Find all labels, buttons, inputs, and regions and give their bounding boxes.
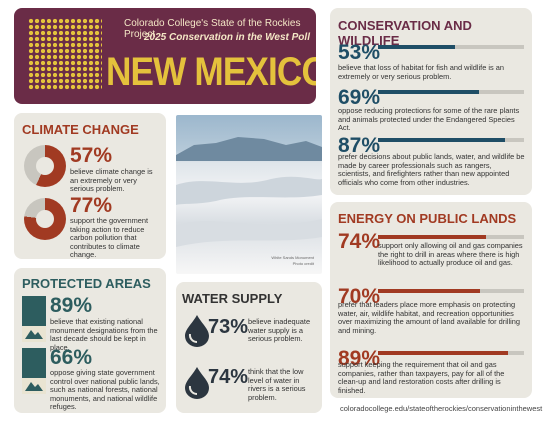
protected-text-1: believe that existing national monument …: [50, 317, 158, 352]
photo-credit-2: Photo credit: [292, 261, 314, 266]
energy-panel: ENERGY ON PUBLIC LANDS 74% support only …: [330, 202, 532, 398]
climate-text-2: support the government taking action to …: [70, 216, 149, 260]
climate-text-1: believe climate change is an extremely o…: [70, 167, 153, 194]
photo-credit-1: White Sands Monument: [271, 255, 314, 260]
conservation-text-3: prefer decisions about public lands, wat…: [338, 152, 525, 187]
conservation-text-2: oppose reducing protections for some of …: [338, 106, 520, 133]
conservation-panel: CONSERVATION AND WILDLIFE 53% believe th…: [330, 8, 532, 195]
energy-pct-2: 70%: [338, 285, 381, 308]
header-banner: Colorado College's State of the Rockies …: [14, 8, 316, 104]
conservation-text-1: believe that loss of habitat for fish an…: [338, 63, 504, 81]
mountain-icon: [22, 348, 46, 394]
climate-donut-1: [24, 145, 66, 187]
water-supply-panel: WATER SUPPLY 73% believe inadequate wate…: [176, 282, 322, 413]
footer-url[interactable]: coloradocollege.edu/stateoftherockies/co…: [340, 404, 543, 413]
protected-areas-panel: PROTECTED AREAS 89% believe that existin…: [14, 268, 166, 413]
conservation-title: CONSERVATION AND WILDLIFE: [338, 18, 472, 48]
water-text-2: think that the low level of water in riv…: [248, 367, 306, 402]
water-pct-2: 74%: [208, 366, 249, 388]
energy-bar-3: [378, 351, 524, 355]
dot-pattern-decoration: [28, 18, 102, 90]
energy-text-2: prefer that leaders place more emphasis …: [338, 300, 520, 335]
energy-title: ENERGY ON PUBLIC LANDS: [338, 211, 517, 226]
water-supply-title: WATER SUPPLY: [182, 291, 283, 306]
header-project-line: Colorado College's State of the Rockies …: [124, 18, 301, 40]
climate-pct-2: 77%: [70, 194, 113, 217]
protected-text-2: oppose giving state government control o…: [50, 368, 160, 412]
mountain-icon: [22, 296, 46, 342]
conservation-pct-1: 53%: [338, 41, 381, 64]
conservation-pct-2: 69%: [338, 86, 381, 109]
water-drop-icon: [185, 367, 209, 399]
conservation-bar-2: [378, 90, 524, 94]
climate-donut-2: [24, 198, 66, 240]
energy-bar-1: [378, 235, 524, 239]
climate-change-title: CLIMATE CHANGE: [22, 122, 139, 137]
water-text-1: believe inadequate water supply is a ser…: [248, 317, 311, 344]
energy-bar-2: [378, 289, 524, 293]
protected-pct-1: 89%: [50, 294, 93, 317]
white-sands-photo: White Sands Monument Photo credit: [176, 115, 322, 274]
energy-pct-1: 74%: [338, 230, 381, 253]
protected-areas-title: PROTECTED AREAS: [22, 276, 151, 291]
energy-pct-3: 89%: [338, 347, 381, 370]
water-drop-icon: [185, 315, 209, 347]
energy-text-1: support only allowing oil and gas compan…: [378, 241, 523, 268]
header-poll-line: 2025 Conservation in the West Poll: [144, 32, 310, 43]
climate-change-panel: CLIMATE CHANGE 57% believe climate chang…: [14, 113, 166, 259]
water-pct-1: 73%: [208, 316, 249, 338]
energy-text-3: support keeping the requirement that oil…: [338, 360, 505, 395]
protected-pct-2: 66%: [50, 346, 93, 369]
conservation-bar-1: [378, 45, 524, 49]
conservation-pct-3: 87%: [338, 134, 381, 157]
climate-pct-1: 57%: [70, 144, 113, 167]
page-title: NEW MEXICO: [106, 50, 316, 94]
conservation-bar-3: [378, 138, 524, 142]
